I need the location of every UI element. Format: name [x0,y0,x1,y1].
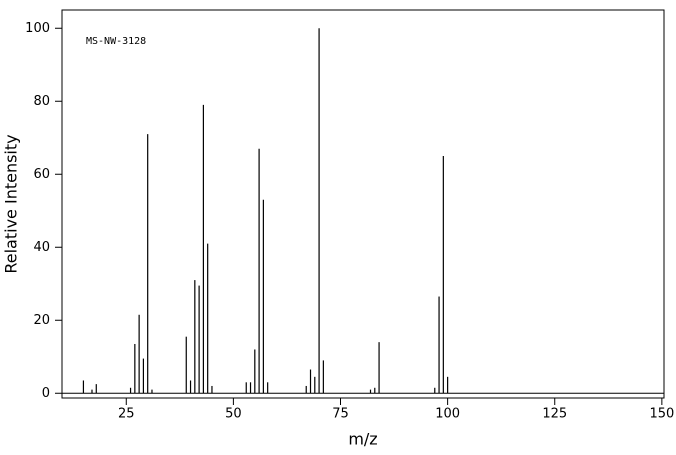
y-tick-label: 20 [33,313,50,328]
y-tick-label: 40 [33,240,50,255]
plot-frame [61,9,665,399]
y-tick-label: 0 [42,386,50,401]
y-tick-label: 60 [33,167,50,182]
y-axis-label: Relative Intensity [2,134,21,273]
y-tick-label: 100 [25,21,50,36]
x-tick-label: 125 [542,407,567,422]
y-tick-label: 80 [33,94,50,109]
x-tick-label: 50 [225,407,242,422]
annotation: MS-NW-3128 [86,36,146,47]
x-axis-label: m/z [348,430,377,449]
x-tick-label: 100 [435,407,460,422]
x-tick-label: 150 [649,407,674,422]
x-tick-label: 75 [332,407,349,422]
x-tick-label: 25 [118,407,135,422]
